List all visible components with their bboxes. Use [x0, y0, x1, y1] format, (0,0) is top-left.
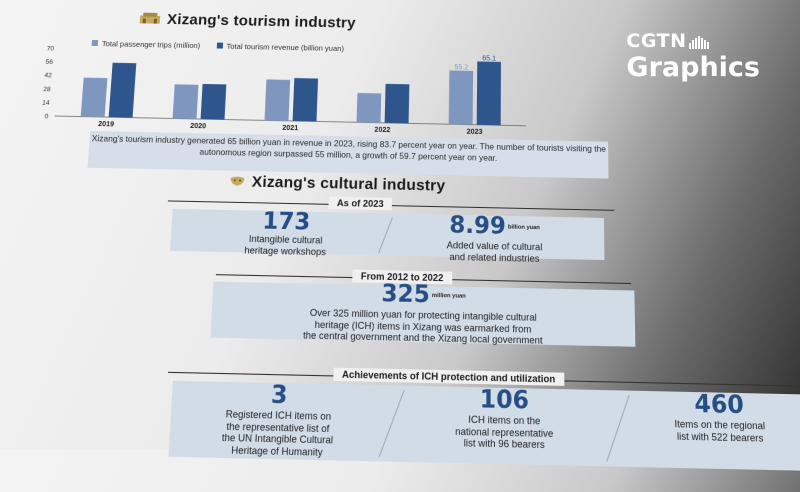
tourism-title-text: Xizang's tourism industry [167, 11, 356, 31]
stat-funding-value: 325 [381, 281, 430, 309]
culture-title: Xizang's cultural industry [229, 173, 446, 195]
ich-heading: Achievements of ICH protection and utili… [333, 368, 564, 386]
bar-trips [449, 70, 473, 124]
as-of-panel: 173 Intangible cultural heritage worksho… [170, 209, 604, 260]
tourism-note: Xizang's tourism industry generated 65 b… [87, 131, 608, 179]
bar-revenue [293, 78, 318, 121]
mask-icon [229, 175, 246, 188]
bar-revenue [477, 61, 501, 125]
tourism-note-text: Xizang's tourism industry generated 65 b… [92, 134, 606, 163]
stat-funding-unit: million yuan [432, 293, 466, 300]
data-label: 55.2 [454, 64, 468, 71]
stat-workshops: 173 Intangible cultural heritage worksho… [191, 209, 381, 258]
stat-regional-list-value: 460 [628, 391, 800, 422]
bar-revenue [109, 63, 137, 118]
bar-trips [81, 78, 108, 117]
stat-added-value-value: 8.99 [449, 213, 506, 240]
x-tick-label: 2020 [190, 123, 206, 131]
stat-regional-list-desc2: list with 522 bearers [628, 429, 800, 445]
data-label: 65.1 [482, 55, 496, 62]
y-tick-label: 0 [44, 113, 49, 120]
stat-un-list: 3 Registered ICH items on the representa… [169, 381, 387, 460]
ich-panel: 3 Registered ICH items on the representa… [168, 381, 800, 471]
x-tick-label: 2023 [467, 129, 483, 136]
tourism-bar-chart: 0 14 28 42 56 70 2019 2020 2021 2022 55.2 65.1 2023 [29, 44, 531, 136]
bar-trips [265, 79, 291, 120]
stat-national-list: 106 ICH items on the national representa… [396, 386, 612, 453]
as-of-label: As of 2023 [328, 197, 392, 211]
stat-regional-list: 460 Items on the regional list with 522 … [628, 391, 800, 445]
y-tick-label: 70 [46, 45, 54, 52]
bar-revenue [201, 84, 227, 120]
stat-added-value-unit: billion yuan [508, 224, 540, 231]
bar-trips [357, 93, 382, 123]
bar-trips [173, 84, 199, 119]
y-tick-label: 42 [44, 72, 52, 79]
culture-title-text: Xizang's cultural industry [251, 173, 445, 195]
x-tick-label: 2019 [98, 121, 115, 129]
y-tick-label: 56 [45, 59, 53, 66]
x-tick-label: 2022 [374, 127, 390, 135]
y-tick-label: 28 [43, 86, 51, 93]
stat-added-value-row: 8.99 billion yuan [401, 214, 589, 243]
panel-divider [378, 218, 393, 254]
y-tick-label: 14 [42, 99, 50, 106]
x-tick-label: 2021 [282, 125, 298, 133]
tourism-title: Xizang's tourism industry [138, 11, 356, 32]
funding-panel: 325 million yuan Over 325 million yuan fo… [210, 282, 635, 347]
building-icon [139, 13, 162, 25]
stat-added-value: 8.99 billion yuan Added value of cultural… [400, 214, 589, 265]
bar-revenue [385, 84, 410, 124]
